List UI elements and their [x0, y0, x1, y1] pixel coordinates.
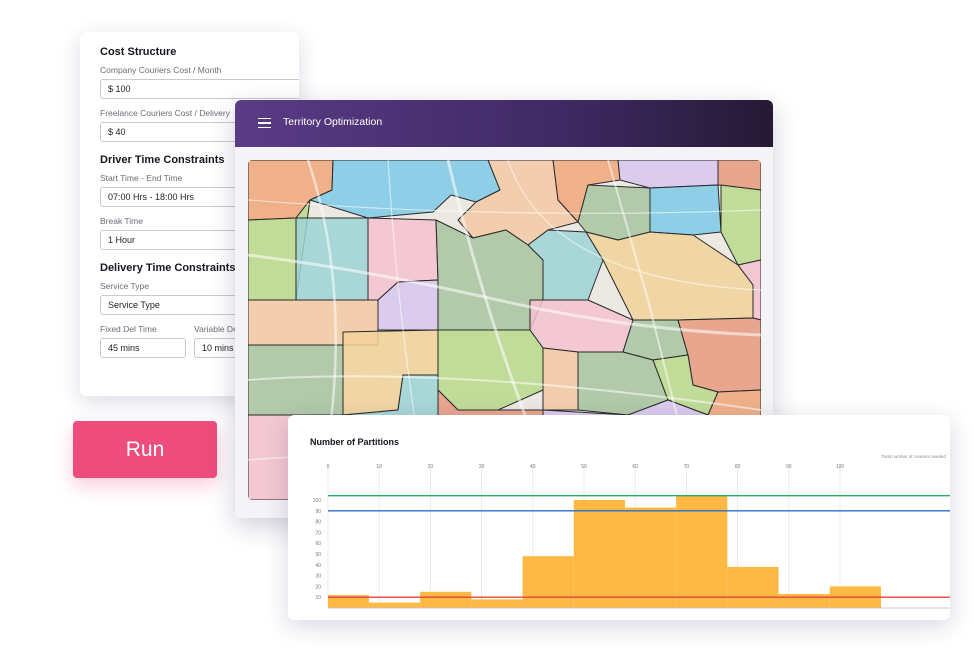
break-time-label: Break Time: [100, 216, 143, 226]
delivery-time-constraints-title: Delivery Time Constraints: [100, 262, 236, 274]
menu-icon[interactable]: [258, 118, 271, 129]
cost-structure-title: Cost Structure: [100, 46, 177, 58]
chart-title: Number of Partitions: [310, 437, 400, 447]
run-button[interactable]: Run: [73, 421, 217, 478]
service-type-label: Service Type: [100, 281, 149, 291]
histogram-bar: [727, 566, 779, 608]
region: [295, 217, 369, 301]
driver-time-constraints-title: Driver Time Constraints: [100, 154, 225, 166]
x-tick-label: 80: [735, 464, 741, 470]
start-end-time-label: Start Time - End Time: [100, 173, 183, 183]
company-couriers-cost-label: Company Couriers Cost / Month: [100, 65, 222, 75]
y-tick-label: 40: [315, 563, 321, 569]
x-tick-label: 100: [836, 464, 845, 470]
y-tick-label: 90: [315, 509, 321, 515]
region: [377, 279, 439, 331]
y-tick-label: 50: [315, 552, 321, 558]
histogram-bar: [420, 591, 472, 608]
partitions-chart: 0 10 20 30 40 50 60 70 80 90 100 10 20 30 40 50 60 70 80 90…: [313, 464, 950, 609]
x-tick-label: 30: [479, 464, 485, 470]
freelance-couriers-cost-label: Freelance Couriers Cost / Delivery: [100, 108, 230, 118]
x-tick-label: 10: [376, 464, 382, 470]
histogram-bar: [573, 500, 625, 608]
partitions-chart-card: Number of Partitions Total number of cou…: [288, 415, 950, 620]
y-tick-label: 80: [315, 520, 321, 526]
y-tick-label: 20: [315, 584, 321, 590]
y-tick-label: 70: [315, 530, 321, 536]
y-tick-label: 10: [315, 595, 321, 601]
region: [617, 160, 719, 189]
x-tick-label: 90: [786, 464, 792, 470]
histogram-bar: [368, 602, 421, 608]
histogram-bar: [624, 507, 677, 608]
variable-del-time-label: Variable Del Time: [194, 324, 261, 334]
company-couriers-cost-input[interactable]: $ 100: [100, 79, 299, 99]
x-tick-label: 70: [684, 464, 690, 470]
y-tick-label: 60: [315, 541, 321, 547]
x-tick-label: 60: [632, 464, 638, 470]
x-tick-label: 0: [327, 464, 330, 470]
chart-annotation: Total number of couriers needed: [881, 454, 946, 459]
y-tick-label: 100: [313, 498, 322, 504]
fixed-del-time-label: Fixed Del Time: [100, 324, 157, 334]
region: [717, 160, 761, 191]
fixed-del-time-input[interactable]: 45 mins: [100, 338, 186, 358]
region: [542, 347, 579, 411]
x-tick-label: 40: [530, 464, 536, 470]
histogram-bar: [328, 595, 369, 608]
histogram-bar: [778, 593, 830, 608]
region: [649, 184, 722, 236]
territory-header: Territory Optimization: [235, 100, 773, 147]
y-tick-label: 30: [315, 574, 321, 580]
histogram-bar: [676, 495, 728, 608]
histogram-bar: [522, 556, 574, 608]
region: [527, 229, 604, 301]
histogram-bar: [471, 599, 523, 608]
territory-title: Territory Optimization: [283, 116, 383, 128]
x-tick-label: 20: [428, 464, 434, 470]
x-tick-label: 50: [581, 464, 587, 470]
